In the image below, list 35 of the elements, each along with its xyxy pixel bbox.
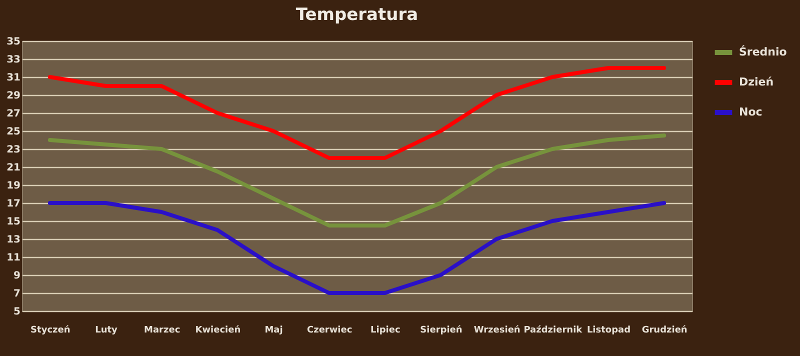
x-tick-label: Grudzień: [642, 324, 688, 336]
y-tick-label: 9: [14, 270, 21, 282]
y-tick-label: 27: [6, 108, 21, 120]
legend-label: Średnio: [739, 44, 788, 58]
x-tick-label: Kwiecień: [195, 324, 241, 336]
y-tick-label: 23: [6, 144, 21, 156]
x-tick-label: Lipiec: [370, 326, 400, 336]
x-tick-label: Wrzesień: [474, 324, 520, 336]
y-tick-label: 15: [6, 216, 21, 228]
x-tick-label: Maj: [264, 326, 283, 336]
x-tick-label: Styczeń: [30, 324, 70, 336]
y-tick-label: 21: [6, 162, 21, 174]
legend-label: Dzień: [739, 76, 774, 88]
y-tick-label: 17: [6, 198, 21, 210]
x-tick-label: Październik: [524, 324, 584, 336]
y-tick-label: 5: [14, 306, 21, 318]
y-tick-label: 25: [6, 126, 21, 138]
chart-title: Temperatura: [296, 5, 418, 25]
x-tick-label: Czerwiec: [306, 326, 352, 336]
legend-label: Noc: [739, 106, 762, 118]
line-series: [48, 201, 666, 295]
y-tick-label: 29: [6, 90, 21, 102]
y-tick-label: 19: [6, 180, 21, 192]
line-series: [48, 134, 666, 228]
x-tick-label: Sierpień: [420, 324, 462, 336]
y-tick-label: 35: [6, 36, 21, 48]
x-tick-label: Luty: [95, 326, 118, 336]
line-series: [48, 66, 666, 160]
y-tick-label: 33: [6, 54, 21, 66]
y-tick-label: 31: [6, 72, 21, 84]
y-tick-label: 11: [6, 252, 21, 264]
x-tick-label: Listopad: [586, 326, 631, 336]
y-tick-label: 13: [6, 234, 21, 246]
y-tick-label: 7: [14, 288, 21, 300]
x-tick-label: Marzec: [144, 326, 180, 336]
